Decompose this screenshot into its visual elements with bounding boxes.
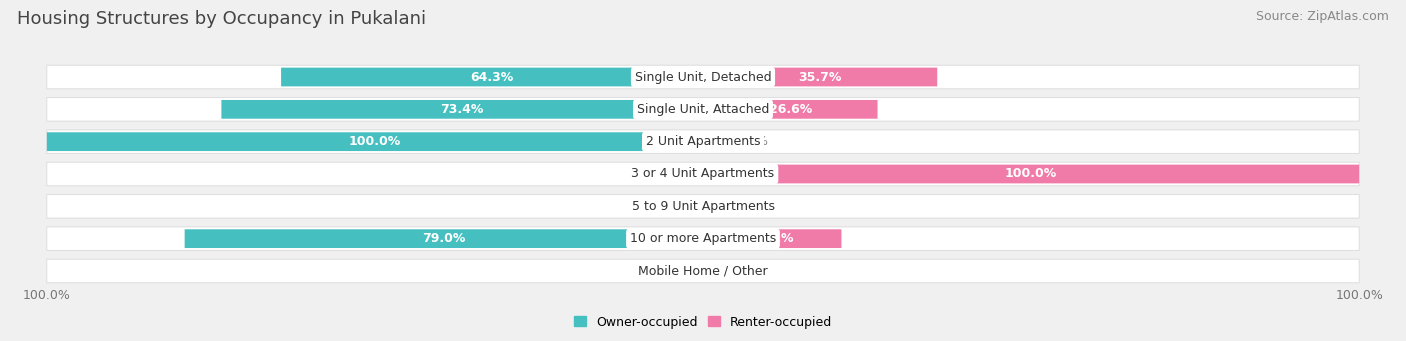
Bar <box>676 165 703 183</box>
Text: 0.0%: 0.0% <box>735 265 768 278</box>
Text: 26.6%: 26.6% <box>769 103 811 116</box>
Text: 73.4%: 73.4% <box>440 103 484 116</box>
Text: 2 Unit Apartments: 2 Unit Apartments <box>645 135 761 148</box>
FancyBboxPatch shape <box>184 229 703 248</box>
Text: 100.0%: 100.0% <box>349 135 401 148</box>
Text: Mobile Home / Other: Mobile Home / Other <box>638 265 768 278</box>
FancyBboxPatch shape <box>46 259 1360 283</box>
FancyBboxPatch shape <box>46 227 1360 250</box>
Text: 21.1%: 21.1% <box>751 232 794 245</box>
FancyBboxPatch shape <box>46 132 703 151</box>
FancyBboxPatch shape <box>703 229 841 248</box>
Text: 5 to 9 Unit Apartments: 5 to 9 Unit Apartments <box>631 200 775 213</box>
FancyBboxPatch shape <box>46 65 1360 89</box>
FancyBboxPatch shape <box>703 68 938 86</box>
Bar <box>676 262 703 280</box>
Bar <box>703 197 730 216</box>
Text: 100.0%: 100.0% <box>22 289 70 302</box>
FancyBboxPatch shape <box>46 130 1360 153</box>
Text: 100.0%: 100.0% <box>1336 289 1384 302</box>
FancyBboxPatch shape <box>221 100 703 119</box>
Text: Single Unit, Detached: Single Unit, Detached <box>634 71 772 84</box>
Text: 0.0%: 0.0% <box>735 200 768 213</box>
Text: 0.0%: 0.0% <box>638 265 671 278</box>
FancyBboxPatch shape <box>46 194 1360 218</box>
Bar <box>703 132 730 151</box>
Bar <box>676 197 703 216</box>
Text: 100.0%: 100.0% <box>1005 167 1057 180</box>
Text: Housing Structures by Occupancy in Pukalani: Housing Structures by Occupancy in Pukal… <box>17 10 426 28</box>
Text: 35.7%: 35.7% <box>799 71 842 84</box>
Text: 3 or 4 Unit Apartments: 3 or 4 Unit Apartments <box>631 167 775 180</box>
FancyBboxPatch shape <box>703 100 877 119</box>
FancyBboxPatch shape <box>46 162 1360 186</box>
Text: 64.3%: 64.3% <box>471 71 513 84</box>
Bar <box>703 262 730 280</box>
Text: Source: ZipAtlas.com: Source: ZipAtlas.com <box>1256 10 1389 23</box>
Legend: Owner-occupied, Renter-occupied: Owner-occupied, Renter-occupied <box>568 311 838 333</box>
Text: 0.0%: 0.0% <box>735 135 768 148</box>
Text: 10 or more Apartments: 10 or more Apartments <box>630 232 776 245</box>
FancyBboxPatch shape <box>46 98 1360 121</box>
Text: 0.0%: 0.0% <box>638 167 671 180</box>
Text: 0.0%: 0.0% <box>638 200 671 213</box>
Text: 79.0%: 79.0% <box>422 232 465 245</box>
FancyBboxPatch shape <box>281 68 703 86</box>
FancyBboxPatch shape <box>703 165 1360 183</box>
Text: Single Unit, Attached: Single Unit, Attached <box>637 103 769 116</box>
